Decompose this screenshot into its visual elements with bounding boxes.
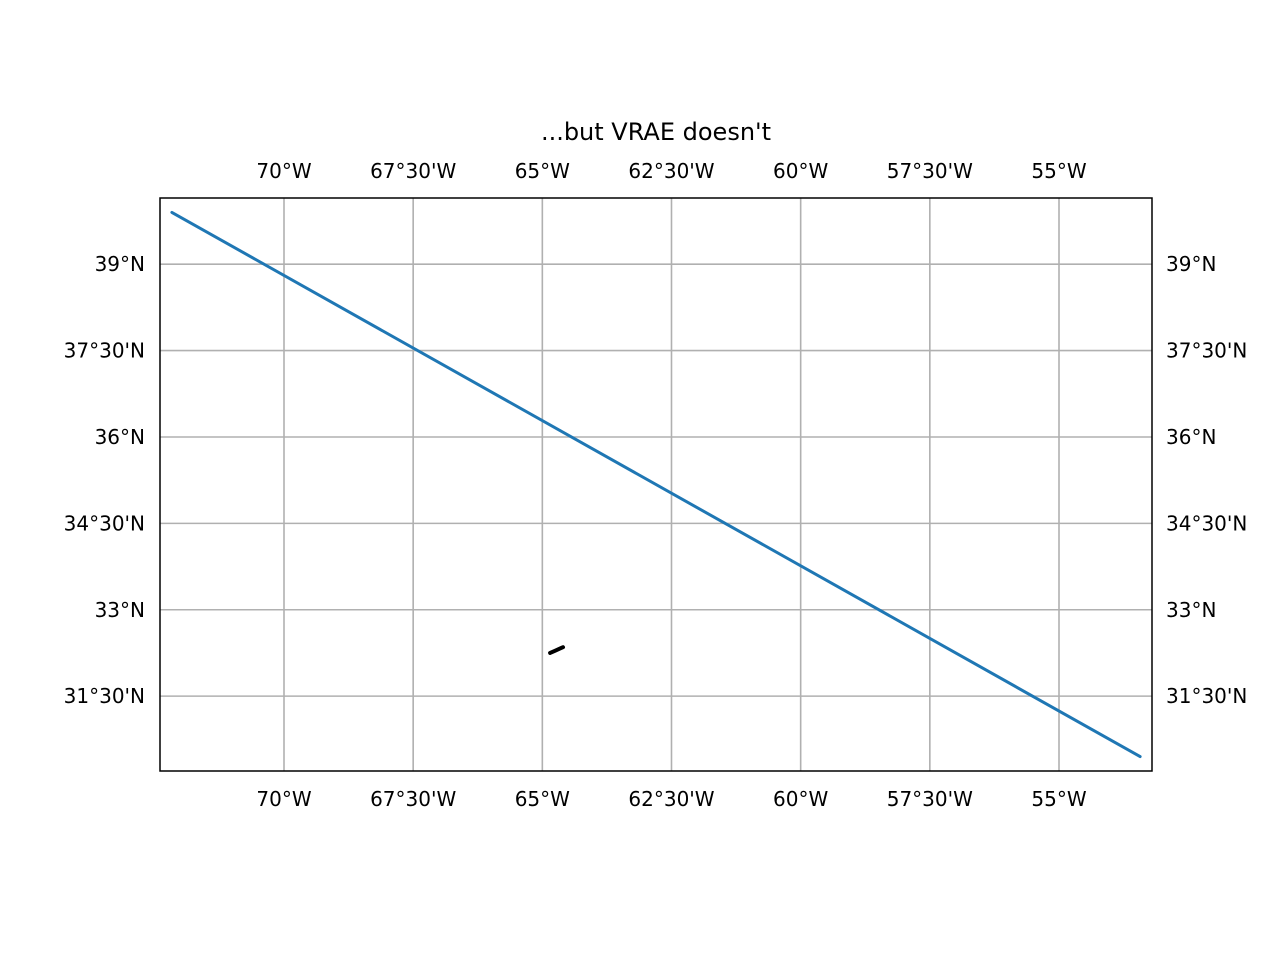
top-longitude-label: 57°30'W (887, 159, 973, 183)
top-longitude-label: 67°30'W (370, 159, 456, 183)
left-latitude-label: 37°30'N (64, 339, 145, 363)
right-latitude-label: 39°N (1166, 252, 1216, 276)
right-latitude-label: 37°30'N (1166, 339, 1247, 363)
right-latitude-label: 34°30'N (1166, 511, 1247, 535)
left-latitude-label: 39°N (95, 252, 145, 276)
left-latitude-label: 31°30'N (64, 684, 145, 708)
tick-labels: 70°W 70°W 67°30'W 67°30'W 65°W 65°W 62°30'W 62°… (64, 159, 1248, 811)
bottom-longitude-label: 67°30'W (370, 787, 456, 811)
map-frame (159, 197, 1153, 772)
bermuda-coastline (548, 645, 565, 655)
track-line (170, 210, 1142, 759)
data-layer (170, 210, 1142, 759)
top-longitude-label: 65°W (515, 159, 570, 183)
top-longitude-label: 55°W (1031, 159, 1086, 183)
right-latitude-label: 33°N (1166, 598, 1216, 622)
right-latitude-label: 36°N (1166, 425, 1216, 449)
bottom-longitude-label: 55°W (1031, 787, 1086, 811)
left-latitude-label: 34°30'N (64, 511, 145, 535)
left-latitude-label: 33°N (95, 598, 145, 622)
bottom-longitude-label: 62°30'W (628, 787, 714, 811)
bottom-longitude-label: 70°W (256, 787, 311, 811)
right-latitude-label: 31°30'N (1166, 684, 1247, 708)
top-longitude-label: 60°W (773, 159, 828, 183)
bottom-longitude-label: 57°30'W (887, 787, 973, 811)
top-longitude-label: 62°30'W (628, 159, 714, 183)
gridlines (160, 198, 1152, 771)
left-latitude-label: 36°N (95, 425, 145, 449)
bottom-longitude-label: 60°W (773, 787, 828, 811)
bottom-longitude-label: 65°W (515, 787, 570, 811)
top-longitude-label: 70°W (256, 159, 311, 183)
map-title: ...but VRAE doesn't (541, 118, 771, 146)
